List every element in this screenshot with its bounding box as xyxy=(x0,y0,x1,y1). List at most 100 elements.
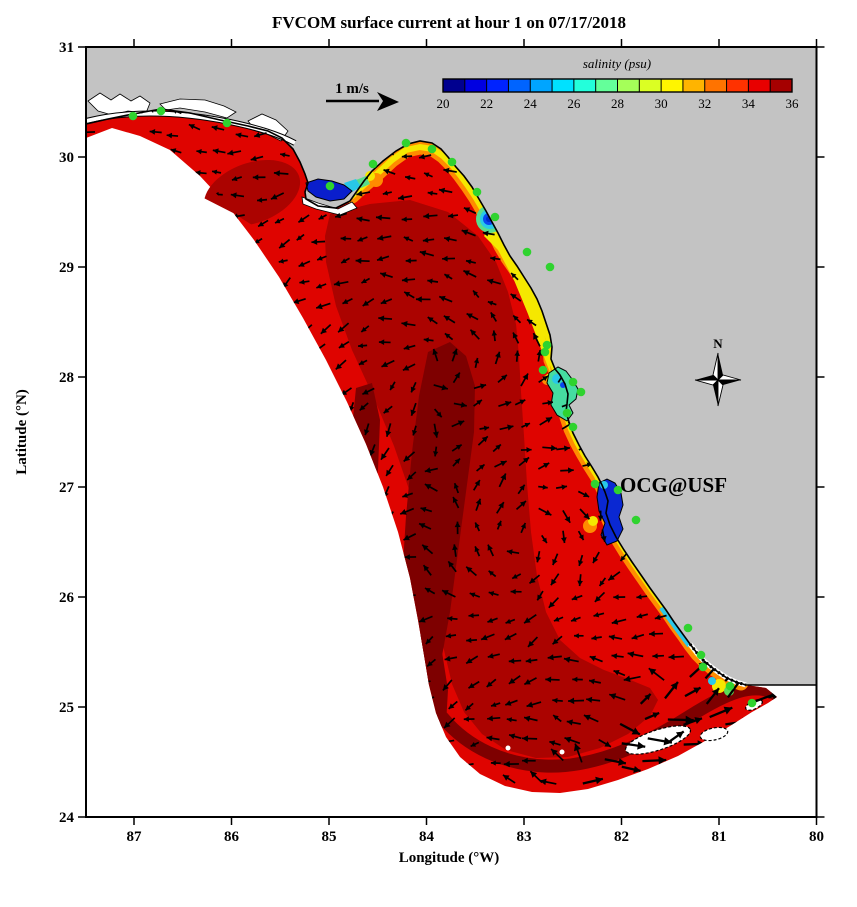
current-arrow xyxy=(508,733,522,740)
current-arrow xyxy=(257,219,269,228)
current-arrow xyxy=(561,530,567,544)
current-arrow xyxy=(574,743,583,763)
current-arrow xyxy=(591,635,602,641)
compass-spike-dark xyxy=(718,353,723,380)
current-arrow xyxy=(211,169,222,175)
current-arrow xyxy=(250,155,264,162)
colorbar-segment xyxy=(530,79,553,92)
current-arrow xyxy=(404,175,416,181)
current-arrow xyxy=(427,278,439,284)
colorbar-tick-label: 36 xyxy=(786,96,800,111)
x-tick-labels: 87 86 85 84 83 82 81 80 xyxy=(127,829,825,845)
current-arrow xyxy=(444,655,458,662)
x-tick-label: 84 xyxy=(419,829,435,845)
current-arrow xyxy=(360,325,370,333)
current-arrow xyxy=(589,655,603,663)
colorbar-segment xyxy=(464,79,488,92)
current-arrow xyxy=(442,679,453,691)
current-arrow xyxy=(315,302,331,310)
current-arrow xyxy=(532,332,541,347)
current-arrow xyxy=(424,483,438,492)
station-marker xyxy=(613,485,623,495)
station-marker xyxy=(325,181,335,191)
current-arrow xyxy=(403,451,416,463)
station-marker xyxy=(427,144,437,154)
current-arrow xyxy=(432,423,439,438)
current-arrow xyxy=(508,658,522,664)
current-arrow xyxy=(375,214,391,221)
colorbar-segment xyxy=(595,79,618,92)
current-arrow xyxy=(376,255,390,262)
current-arrow xyxy=(469,329,480,340)
current-arrow xyxy=(468,612,480,619)
watermark-label: OCG@USF xyxy=(620,473,727,497)
y-tick-label: 27 xyxy=(59,480,75,496)
current-arrow xyxy=(170,148,182,154)
current-arrow xyxy=(594,591,606,603)
current-arrow xyxy=(539,778,557,786)
current-arrow xyxy=(361,277,371,284)
current-arrow xyxy=(464,702,474,712)
current-arrow xyxy=(499,424,514,431)
current-arrow xyxy=(383,405,393,414)
current-arrow xyxy=(473,383,487,390)
current-arrow xyxy=(403,236,414,242)
current-arrow xyxy=(316,283,327,289)
current-arrow xyxy=(280,152,290,158)
colorbar-tick-labels: 20 22 24 26 28 30 32 34 36 xyxy=(437,96,800,111)
current-arrow xyxy=(292,298,306,305)
current-arrow xyxy=(613,594,626,600)
current-arrow xyxy=(486,735,500,742)
current-arrow xyxy=(433,446,439,457)
colorbar-segment xyxy=(726,79,749,92)
current-arrow xyxy=(453,482,460,494)
colorbar-tick-label: 30 xyxy=(655,96,668,111)
current-arrow xyxy=(382,190,392,196)
compass-spike-dark xyxy=(713,380,718,406)
current-arrow xyxy=(401,153,413,160)
current-arrow xyxy=(592,551,600,564)
current-arrow xyxy=(362,387,375,395)
current-arrow xyxy=(512,332,520,344)
x-tick-label: 80 xyxy=(809,829,824,845)
current-arrow xyxy=(611,618,627,625)
current-arrow xyxy=(520,522,527,534)
x-axis-label: Longitude (°W) xyxy=(399,850,500,866)
y-tick-label: 31 xyxy=(59,40,74,56)
current-arrow xyxy=(552,697,563,704)
current-arrow xyxy=(571,594,583,601)
current-arrow xyxy=(448,700,458,710)
current-arrow xyxy=(473,357,480,369)
current-arrow xyxy=(654,614,667,620)
current-arrow xyxy=(463,269,477,278)
current-arrow xyxy=(709,706,733,719)
plot-title: FVCOM surface current at hour 1 on 07/17… xyxy=(272,13,626,32)
current-arrow xyxy=(498,473,507,488)
station-marker xyxy=(401,138,411,148)
current-arrow xyxy=(767,685,777,699)
current-arrow xyxy=(568,697,585,705)
current-arrow xyxy=(552,714,562,723)
map-feature xyxy=(436,682,777,773)
current-arrow xyxy=(515,500,527,511)
current-arrow xyxy=(349,402,355,412)
current-arrow xyxy=(359,402,369,412)
current-arrow xyxy=(412,425,418,436)
y-tick-label: 28 xyxy=(59,370,74,386)
compass-spike-light xyxy=(716,374,742,381)
current-arrow xyxy=(420,506,433,513)
current-arrow xyxy=(465,259,476,265)
current-arrow xyxy=(385,464,394,477)
current-arrow xyxy=(473,399,483,407)
current-arrow xyxy=(469,592,481,598)
x-tick-label: 82 xyxy=(614,829,629,845)
current-arrow xyxy=(497,374,508,383)
current-arrow xyxy=(421,544,434,555)
current-arrow xyxy=(536,590,544,601)
current-arrow xyxy=(631,633,645,640)
current-arrow xyxy=(335,359,347,371)
compass-north-label: N xyxy=(713,336,723,351)
current-arrow xyxy=(600,529,607,543)
current-arrow xyxy=(510,272,519,281)
current-arrow xyxy=(403,291,415,299)
